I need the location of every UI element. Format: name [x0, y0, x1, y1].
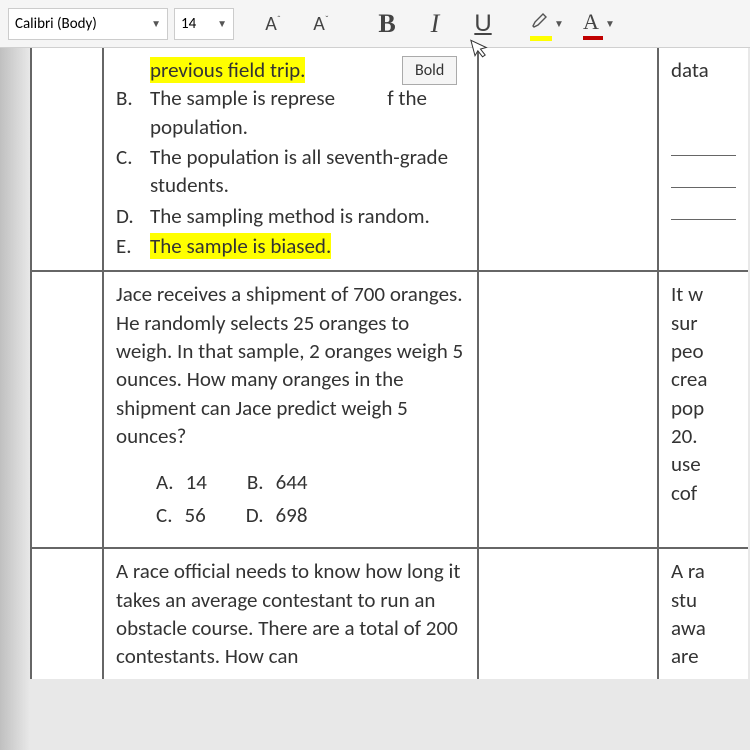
highlighted-text: previous field trip.: [150, 57, 305, 83]
answer-options: C.56 D.698: [156, 501, 465, 529]
document-area: previous field trip. B. The sample is re…: [0, 48, 750, 750]
question-text: Jace receives a shipment of 700 oranges.…: [116, 280, 465, 450]
question-text: A race official needs to know how long i…: [116, 557, 465, 670]
table-cell[interactable]: Jace receives a shipment of 700 oranges.…: [103, 271, 478, 548]
shrink-font-button[interactable]: Aˇ: [300, 6, 342, 42]
table-cell[interactable]: [31, 548, 103, 678]
formatting-toolbar: Calibri (Body) ▼ 14 ▼ Aˆ Aˇ B I U ▼ A: [0, 0, 750, 48]
bold-button[interactable]: B: [366, 6, 408, 42]
italic-button[interactable]: I: [414, 6, 456, 42]
bold-tooltip: Bold: [402, 56, 457, 85]
table-cell[interactable]: A ra stu awa are: [658, 548, 748, 678]
chevron-down-icon: ▼: [217, 17, 227, 30]
underline-icon: U: [474, 10, 491, 38]
option-b: B. The sample is represe f the populatio…: [116, 84, 465, 141]
option-c: C. The population is all seventh-grade s…: [116, 143, 465, 200]
answer-line: [671, 194, 736, 220]
option-d: D. The sampling method is random.: [116, 202, 465, 230]
grow-font-button[interactable]: Aˆ: [252, 6, 294, 42]
shrink-font-icon: Aˇ: [313, 12, 329, 36]
content-table: previous field trip. B. The sample is re…: [30, 48, 748, 679]
font-size-value: 14: [181, 15, 196, 33]
font-color-icon: A: [583, 7, 603, 40]
table-row: previous field trip. B. The sample is re…: [31, 48, 748, 271]
table-cell[interactable]: A race official needs to know how long i…: [103, 548, 478, 678]
highlighted-text: The sample is biased.: [150, 233, 331, 259]
highlight-color-button[interactable]: ▼: [524, 6, 570, 42]
chevron-down-icon: ▼: [605, 17, 615, 30]
table-cell[interactable]: [31, 271, 103, 548]
grow-font-icon: Aˆ: [265, 12, 281, 36]
chevron-down-icon: ▼: [554, 17, 564, 30]
font-family-value: Calibri (Body): [15, 15, 97, 33]
table-cell[interactable]: data: [658, 48, 748, 271]
table-cell[interactable]: [478, 548, 658, 678]
option-e: E. The sample is biased.: [116, 232, 465, 260]
answer-options: A.14 B.644: [156, 468, 465, 496]
answer-line: [671, 130, 736, 156]
page-shadow: [0, 48, 30, 750]
chevron-down-icon: ▼: [151, 17, 161, 30]
answer-line: [671, 162, 736, 188]
highlighter-icon: [530, 6, 552, 41]
bold-icon: B: [378, 9, 395, 39]
font-color-button[interactable]: A ▼: [576, 6, 622, 42]
table-row: Jace receives a shipment of 700 oranges.…: [31, 271, 748, 548]
table-row: A race official needs to know how long i…: [31, 548, 748, 678]
table-cell[interactable]: [478, 48, 658, 271]
table-cell[interactable]: It w sur peo crea pop 20. use cof: [658, 271, 748, 548]
font-family-select[interactable]: Calibri (Body) ▼: [8, 8, 168, 40]
table-cell[interactable]: [31, 48, 103, 271]
italic-icon: I: [431, 9, 440, 39]
table-cell[interactable]: [478, 271, 658, 548]
font-size-select[interactable]: 14 ▼: [174, 8, 234, 40]
